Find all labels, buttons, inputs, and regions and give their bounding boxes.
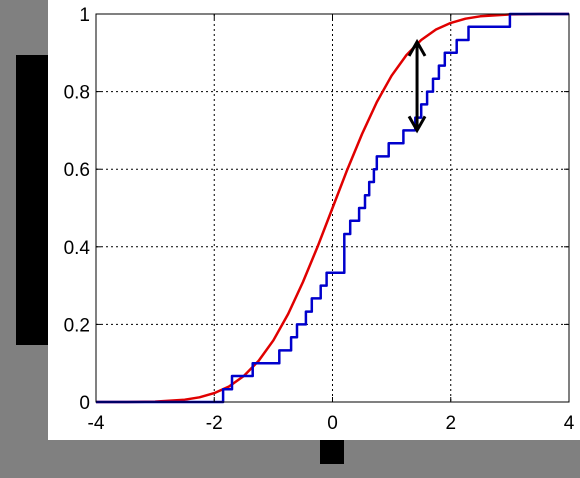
series-layer xyxy=(96,12,569,404)
empirical-cdf-line xyxy=(96,12,569,404)
y-tick-label: 0 xyxy=(79,393,90,414)
y-tick-label: 0.2 xyxy=(64,315,90,336)
y-tick-label: 0.6 xyxy=(64,160,90,181)
y-tick-label: 0.8 xyxy=(64,83,90,104)
background-artifact-bar xyxy=(16,55,48,345)
arrow-head-bottom xyxy=(407,115,427,134)
grid-lines xyxy=(96,14,569,402)
x-tick-label: 4 xyxy=(564,413,575,434)
annotation-layer xyxy=(407,38,427,134)
plot-area xyxy=(95,12,570,404)
x-tick-label: -2 xyxy=(206,413,223,434)
y-tick-label: 0.4 xyxy=(64,238,91,259)
tick-marks xyxy=(95,13,570,403)
y-tick-label: 1 xyxy=(79,5,90,26)
x-tick-labels: -4 -2 0 2 4 xyxy=(88,413,575,434)
arrow-head-top xyxy=(407,38,427,57)
theoretical-cdf-line xyxy=(96,12,569,404)
x-tick-label: 0 xyxy=(327,413,338,434)
x-tick-label: 2 xyxy=(445,413,456,434)
y-tick-labels: 0 0.2 0.4 0.6 0.8 1 xyxy=(64,5,91,414)
background-artifact-block xyxy=(320,438,344,464)
x-tick-label: -4 xyxy=(88,413,105,434)
